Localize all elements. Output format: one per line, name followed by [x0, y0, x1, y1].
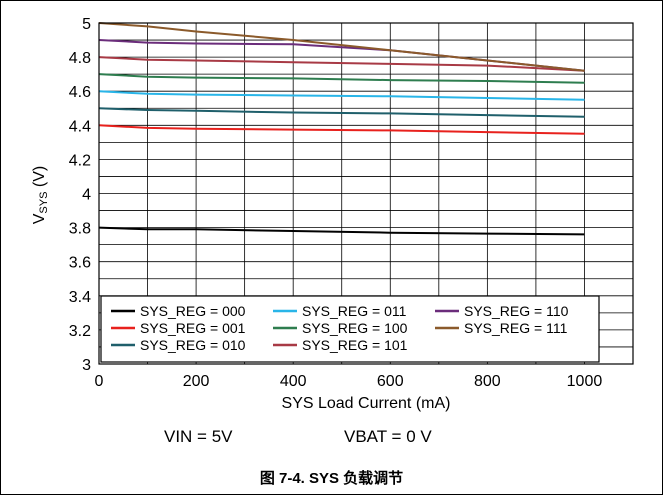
series-line-3 — [98, 90, 585, 101]
y-axis-label: VSYS (V) — [31, 166, 50, 224]
legend-label-3: SYS_REG = 011 — [302, 303, 407, 319]
y-tick-label: 3.6 — [69, 255, 91, 272]
y-tick-label: 5 — [82, 16, 91, 33]
vin-condition: VIN = 5V — [164, 427, 233, 446]
legend-box — [100, 295, 600, 363]
x-axis-label: SYS Load Current (mA) — [282, 395, 451, 412]
series-line-1 — [98, 124, 585, 135]
x-tick-label: 600 — [377, 373, 404, 390]
y-tick-label: 3 — [82, 357, 91, 374]
series-line-5 — [98, 56, 585, 72]
figure-caption: 图 7-4. SYS 负载调节 — [259, 470, 404, 487]
legend-label-0: SYS_REG = 000 — [140, 303, 246, 319]
y-tick-label: 3.2 — [69, 323, 91, 340]
legend-label-6: SYS_REG = 110 — [464, 303, 569, 319]
series-line-4 — [98, 73, 585, 84]
x-tick-label: 1000 — [567, 373, 603, 390]
y-tick-label: 4.6 — [69, 84, 91, 101]
legend-label-1: SYS_REG = 001 — [140, 320, 246, 336]
y-tick-label: 4.4 — [69, 118, 91, 135]
series-line-0 — [98, 226, 585, 236]
series-line-7 — [98, 22, 585, 72]
x-tick-label: 200 — [183, 373, 210, 390]
series-lines — [98, 22, 585, 236]
y-tick-label: 4 — [82, 187, 91, 204]
legend-label-7: SYS_REG = 111 — [464, 320, 568, 336]
series-line-2 — [98, 107, 585, 118]
y-tick-label: 4.2 — [69, 152, 91, 169]
y-tick-label: 4.8 — [69, 50, 91, 67]
x-tick-label: 800 — [474, 373, 501, 390]
x-tick-label: 0 — [95, 373, 104, 390]
y-tick-label: 3.4 — [69, 289, 91, 306]
y-tick-label: 3.8 — [69, 221, 91, 238]
legend-label-4: SYS_REG = 100 — [302, 320, 408, 336]
load-regulation-chart: 0 200 400 600 800 1000 3 3.2 3.4 3.6 3.8 4 4.2 4.4 4.6… — [31, 16, 634, 412]
legend-label-5: SYS_REG = 101 — [302, 337, 408, 353]
tick-labels: 0 200 400 600 800 1000 3 3.2 3.4 3.6 3.8 4 4.2 4.4 4.6… — [69, 16, 603, 390]
plot-frame — [98, 22, 634, 365]
x-tick-label: 400 — [280, 373, 307, 390]
vbat-condition: VBAT = 0 V — [344, 427, 432, 446]
legend-label-2: SYS_REG = 010 — [140, 337, 246, 353]
